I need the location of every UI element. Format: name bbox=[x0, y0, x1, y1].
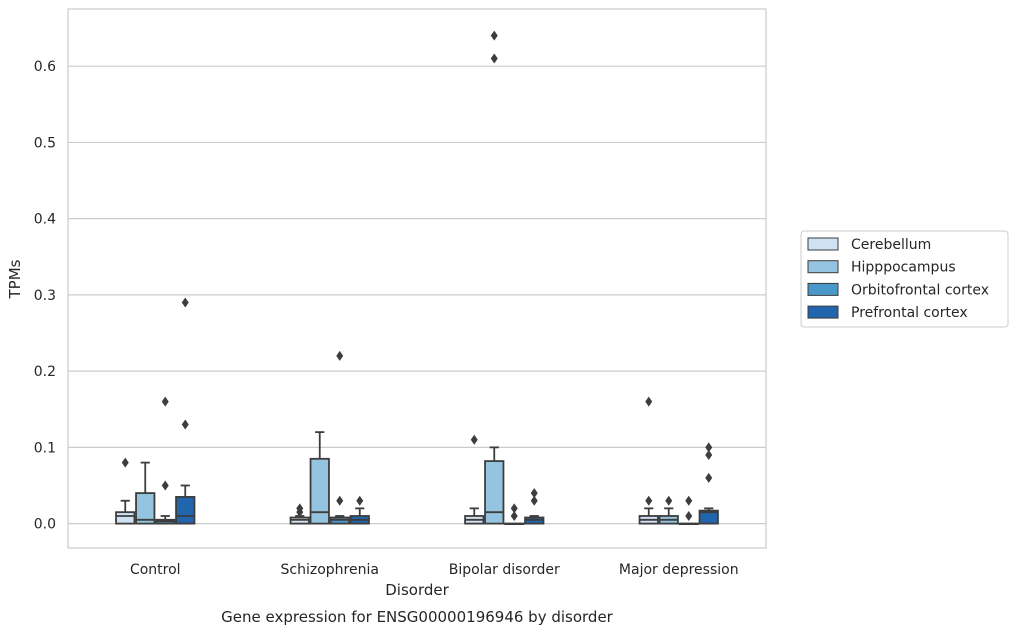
outlier-point bbox=[510, 510, 518, 521]
outlier-point bbox=[121, 457, 129, 468]
box-cerebellum bbox=[638, 507, 659, 525]
x-tick-labels: Control Schizophrenia Bipolar disorder Majo… bbox=[130, 562, 739, 578]
y-tick-label: 0.2 bbox=[34, 364, 56, 380]
box-hipppocampus bbox=[484, 446, 505, 525]
outlier-point bbox=[161, 480, 169, 491]
box-iqr bbox=[484, 460, 505, 525]
chart-caption: Gene expression for ENSG00000196946 by d… bbox=[221, 608, 614, 626]
box-iqr bbox=[115, 511, 136, 525]
outlier-point bbox=[181, 419, 189, 430]
outlier-point bbox=[490, 53, 498, 64]
y-tick-label: 0.5 bbox=[34, 135, 56, 151]
outlier-point bbox=[356, 495, 364, 506]
legend-box bbox=[800, 230, 1009, 328]
x-axis-label: Disorder bbox=[385, 581, 449, 599]
x-tick-label: Bipolar disorder bbox=[449, 562, 560, 578]
outlier-point bbox=[645, 495, 653, 506]
y-tick-label: 0.0 bbox=[34, 517, 56, 533]
outlier-point bbox=[685, 495, 693, 506]
box-iqr bbox=[309, 457, 330, 525]
outlier-layer bbox=[121, 30, 713, 521]
legend-label: Cerebellum bbox=[851, 237, 931, 253]
box-series-layer bbox=[115, 431, 719, 526]
box-iqr bbox=[175, 496, 196, 525]
box-prefrontal-cortex bbox=[524, 515, 545, 525]
y-tick-label: 0.4 bbox=[34, 212, 56, 228]
outlier-point bbox=[490, 30, 498, 41]
box-prefrontal-cortex bbox=[175, 484, 196, 525]
outlier-point bbox=[181, 297, 189, 308]
box-cerebellum bbox=[289, 515, 310, 525]
outlier-point bbox=[645, 396, 653, 407]
box-cerebellum bbox=[464, 507, 485, 525]
x-tick-label: Schizophrenia bbox=[281, 562, 379, 578]
box-iqr bbox=[698, 509, 719, 525]
box-iqr bbox=[135, 492, 156, 525]
outlier-point bbox=[705, 449, 713, 460]
box-cerebellum bbox=[115, 499, 136, 525]
legend: Cerebellum Hipppocampus Orbitofrontal cort… bbox=[800, 230, 1009, 328]
legend-swatch bbox=[807, 282, 839, 296]
box-hipppocampus bbox=[658, 507, 679, 525]
legend-swatch bbox=[807, 260, 839, 274]
legend-label: Hipppocampus bbox=[851, 260, 956, 276]
legend-items: Cerebellum Hipppocampus Orbitofrontal cort… bbox=[807, 237, 989, 321]
box-prefrontal-cortex bbox=[698, 507, 719, 525]
outlier-point bbox=[510, 503, 518, 514]
outlier-point bbox=[530, 495, 538, 506]
box-hipppocampus bbox=[135, 461, 156, 525]
box-orbitofrontal-cortex bbox=[678, 522, 699, 526]
outlier-point bbox=[705, 442, 713, 453]
legend-swatch bbox=[807, 237, 839, 251]
outlier-point bbox=[296, 507, 304, 518]
outlier-point bbox=[336, 350, 344, 361]
outlier-point bbox=[470, 434, 478, 445]
plot-frame bbox=[67, 8, 767, 549]
box-prefrontal-cortex bbox=[349, 507, 370, 525]
box-hipppocampus bbox=[309, 431, 330, 525]
box-orbitofrontal-cortex bbox=[504, 522, 525, 526]
outlier-point bbox=[705, 472, 713, 483]
outlier-point bbox=[665, 495, 673, 506]
legend-swatch bbox=[807, 305, 839, 319]
y-axis-label: TPMs bbox=[6, 259, 24, 299]
x-tick-label: Control bbox=[130, 562, 181, 578]
outlier-point bbox=[161, 396, 169, 407]
outlier-point bbox=[685, 510, 693, 521]
outlier-point bbox=[530, 488, 538, 499]
legend-label: Orbitofrontal cortex bbox=[851, 282, 989, 298]
y-tick-labels: 0.0 0.1 0.2 0.3 0.4 0.5 0.6 bbox=[34, 59, 56, 532]
y-tick-label: 0.3 bbox=[34, 288, 56, 304]
box-orbitofrontal-cortex bbox=[329, 515, 350, 525]
y-tick-label: 0.1 bbox=[34, 440, 56, 456]
outlier-point bbox=[336, 495, 344, 506]
y-tick-label: 0.6 bbox=[34, 59, 56, 75]
x-tick-label: Major depression bbox=[619, 562, 739, 578]
legend-label: Prefrontal cortex bbox=[851, 305, 968, 321]
box-orbitofrontal-cortex bbox=[155, 515, 176, 525]
